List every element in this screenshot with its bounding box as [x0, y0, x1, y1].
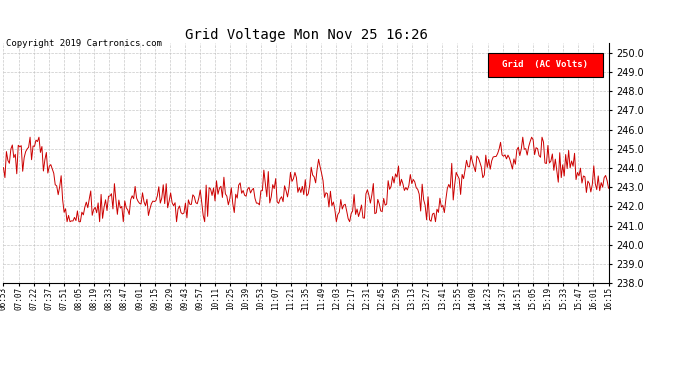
- FancyBboxPatch shape: [488, 53, 602, 77]
- Text: Grid  (AC Volts): Grid (AC Volts): [502, 60, 588, 69]
- Text: Copyright 2019 Cartronics.com: Copyright 2019 Cartronics.com: [6, 39, 161, 48]
- Title: Grid Voltage Mon Nov 25 16:26: Grid Voltage Mon Nov 25 16:26: [185, 28, 427, 42]
